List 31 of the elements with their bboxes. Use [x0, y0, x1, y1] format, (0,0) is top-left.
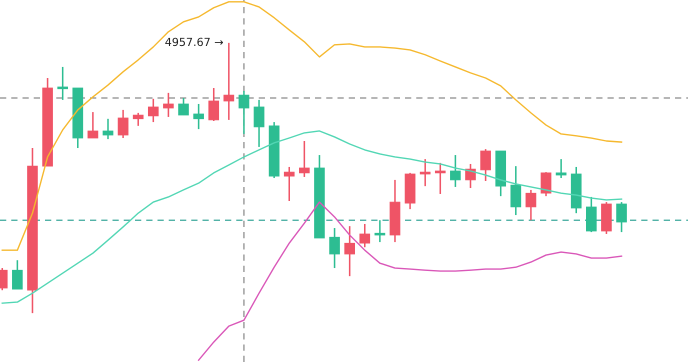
- candlestick: [57, 66, 68, 101]
- candlestick: [118, 109, 128, 139]
- candlestick: [12, 259, 23, 290]
- candlestick: [238, 90, 250, 135]
- candlestick: [540, 171, 552, 197]
- candlestick: [450, 154, 461, 188]
- candlestick: [132, 112, 144, 127]
- candlestick: [284, 166, 295, 202]
- annotation: 4957.67 →: [165, 38, 223, 46]
- candlestick: [616, 201, 627, 233]
- candlestick: [510, 165, 522, 216]
- candlestick: [178, 97, 189, 116]
- candlestick: [434, 162, 446, 195]
- candlestick: [556, 158, 566, 179]
- candlestick: [88, 111, 98, 139]
- candlestick: [163, 92, 174, 118]
- candlestick: [102, 118, 114, 140]
- candlestick: [480, 148, 491, 182]
- candlestick: [526, 189, 536, 221]
- candlestick: [299, 140, 310, 178]
- candlestick: [465, 163, 476, 189]
- candlestick: [208, 87, 220, 122]
- candlestick: [420, 158, 431, 187]
- candlestick: [344, 225, 355, 277]
- candlestick: [374, 219, 386, 243]
- candlestick: [329, 227, 340, 269]
- candlestick: [148, 98, 159, 123]
- candlestick: [254, 99, 264, 148]
- candlestick: [223, 42, 234, 121]
- candlestick: [193, 103, 204, 130]
- candlestick: [359, 223, 370, 248]
